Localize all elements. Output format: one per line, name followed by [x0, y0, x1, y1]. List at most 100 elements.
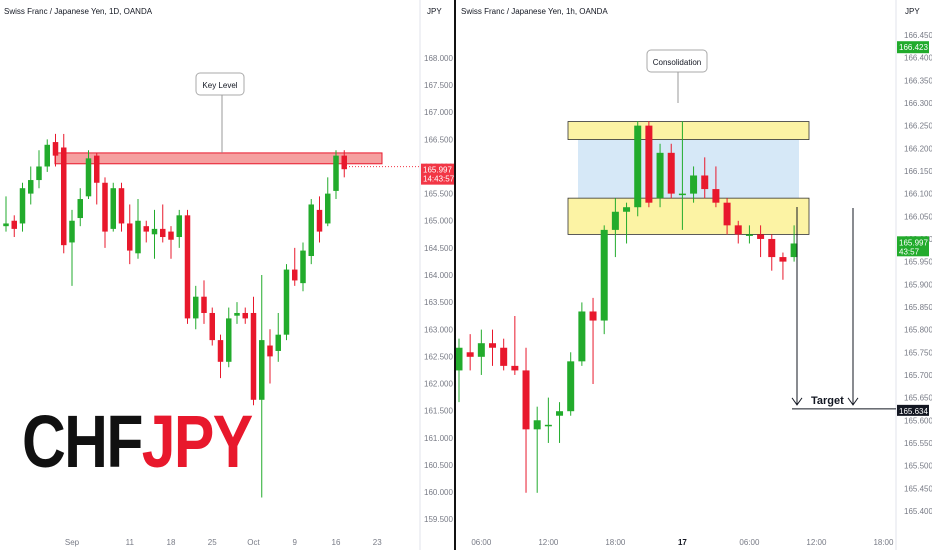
current-price-tag-bg — [897, 236, 929, 257]
daily-chart[interactable]: Swiss Franc / Japanese Yen, 1D, OANDA JP… — [0, 0, 455, 550]
current-price-tag-timer: 43:57 — [899, 247, 920, 256]
time-tick-label: 12:00 — [806, 538, 827, 547]
target-arrowhead — [847, 397, 859, 406]
price-tick-label: 165.900 — [904, 280, 932, 289]
candle-body — [44, 144, 50, 167]
currency-label: JPY — [427, 7, 442, 16]
price-tick-label: 162.000 — [424, 380, 453, 389]
candle-body — [3, 223, 9, 227]
high-price-tag-bg — [897, 41, 929, 54]
price-tick-label: 165.850 — [904, 303, 932, 312]
candle-body — [723, 202, 731, 226]
price-tick-label: 160.500 — [424, 461, 453, 470]
brand-logo: CHFJPY — [22, 405, 253, 479]
last-price-tag-value: 165.997 — [423, 166, 452, 175]
candle-body — [656, 152, 664, 199]
candle-body — [600, 229, 608, 321]
price-tick-label: 166.250 — [904, 122, 932, 131]
candle-body — [466, 352, 474, 357]
consolidation-zone — [578, 134, 799, 199]
key-level-callout: Key Level — [195, 72, 245, 153]
price-tick-label: 165.450 — [904, 484, 932, 493]
price-tick-label: 165.500 — [904, 462, 932, 471]
candle-body — [176, 215, 182, 238]
candle-body — [645, 125, 653, 203]
candle-body — [267, 345, 273, 357]
candle-body — [118, 188, 125, 224]
candle-body — [768, 238, 776, 258]
candle-body — [283, 269, 290, 335]
price-tick-label: 166.150 — [904, 167, 932, 176]
candle-body — [209, 312, 215, 341]
price-tick-label: 161.500 — [424, 407, 453, 416]
candle-body — [217, 340, 224, 362]
price-tick-label: 165.400 — [904, 507, 932, 516]
candle-body — [250, 312, 257, 400]
candle-body — [790, 243, 798, 258]
candle-body — [160, 228, 166, 238]
candle-body — [325, 193, 331, 224]
candle-body — [259, 340, 265, 400]
key-level-zone — [54, 152, 383, 165]
candle-body — [201, 296, 207, 313]
price-tick-label: 168.000 — [424, 54, 453, 63]
candle-body — [292, 269, 298, 281]
candle-body — [308, 204, 314, 257]
candle-body — [85, 158, 92, 197]
candle-body — [745, 234, 753, 236]
time-tick-label: 9 — [293, 538, 298, 547]
hourly-chart[interactable]: Swiss Franc / Japanese Yen, 1h, OANDA JP… — [455, 0, 932, 550]
price-tick-label: 165.500 — [424, 190, 453, 199]
target-price-tag-value: 165.634 — [899, 407, 928, 416]
panel-divider[interactable] — [454, 0, 456, 550]
price-tick-label: 166.400 — [904, 54, 932, 63]
time-tick-label: Sep — [65, 538, 80, 547]
candle-body — [61, 147, 67, 246]
high-price-tag: 166.423 — [897, 41, 929, 54]
price-tick-label: 165.950 — [904, 258, 932, 267]
time-tick-label: 06:00 — [471, 538, 492, 547]
time-tick-label: 17 — [678, 538, 687, 547]
target-arrowhead — [791, 397, 803, 406]
price-tick-label: 165.800 — [904, 326, 932, 335]
price-tick-label: 166.100 — [904, 190, 932, 199]
candle-body — [489, 343, 497, 348]
consolidation-callout: Consolidation — [646, 49, 708, 103]
candle-body — [690, 175, 698, 194]
price-tick-label: 165.700 — [904, 371, 932, 380]
candle-body — [69, 220, 75, 243]
brand-quote: JPY — [141, 400, 253, 483]
candle-body — [333, 155, 339, 191]
price-tick-label: 167.500 — [424, 81, 453, 90]
upper-zone — [567, 121, 810, 140]
time-tick-label: 06:00 — [739, 538, 760, 547]
price-tick-label: 160.000 — [424, 488, 453, 497]
lower-zone — [567, 197, 810, 235]
candle-body — [712, 189, 720, 203]
candle-body — [701, 175, 709, 190]
price-tick-label: 166.450 — [904, 31, 932, 40]
time-tick-label: 18:00 — [873, 538, 894, 547]
candle-body — [234, 312, 240, 316]
price-tick-label: 162.500 — [424, 352, 453, 361]
candle-body — [589, 311, 597, 321]
chart-title: Swiss Franc / Japanese Yen, 1D, OANDA — [4, 7, 153, 16]
candle-body — [184, 215, 191, 319]
chart-title: Swiss Franc / Japanese Yen, 1h, OANDA — [461, 7, 608, 16]
price-tick-label: 166.050 — [904, 212, 932, 221]
candle-body — [500, 347, 508, 366]
price-tick-label: 165.000 — [424, 217, 453, 226]
candle-body — [455, 347, 463, 371]
time-tick-label: 23 — [373, 538, 382, 547]
candle-body — [678, 193, 686, 196]
candle-body — [779, 257, 787, 262]
price-tick-label: 166.200 — [904, 144, 932, 153]
candle-body — [316, 209, 323, 232]
candle-body — [734, 225, 742, 235]
candle-body — [578, 311, 586, 362]
callout-box — [195, 72, 245, 96]
time-tick-label: 25 — [208, 538, 217, 547]
candle-body — [135, 220, 141, 254]
price-tick-label: 159.500 — [424, 515, 453, 524]
